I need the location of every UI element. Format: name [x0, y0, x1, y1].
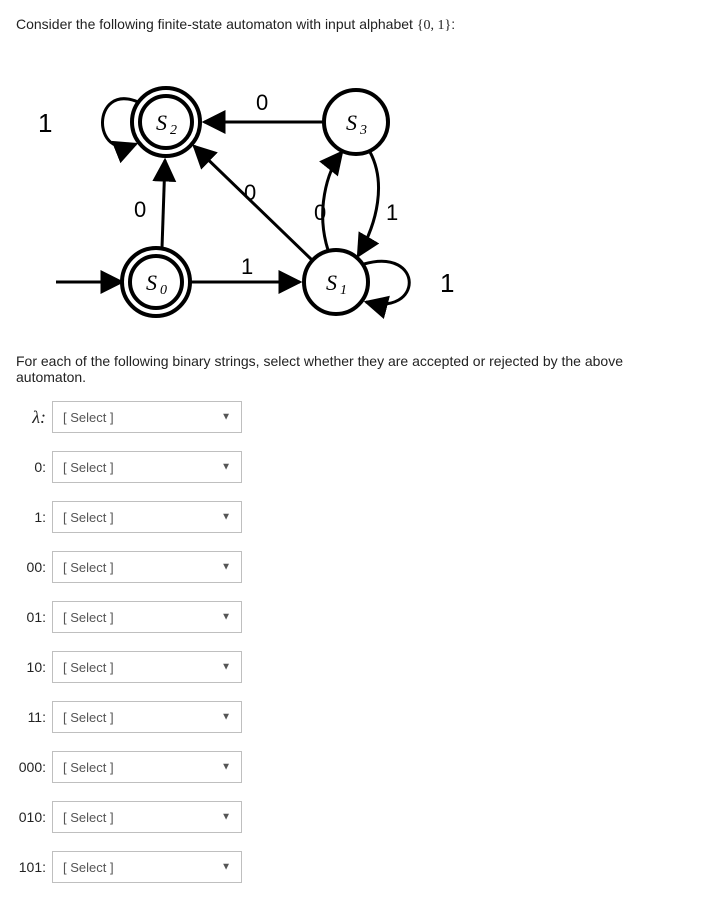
edge-label-s2-s2: 1 — [38, 108, 52, 138]
edge-s1-s1 — [364, 261, 409, 304]
edge-label-s0-s2: 0 — [134, 197, 146, 222]
select-placeholder: [ Select ] — [63, 460, 114, 475]
answer-row: 000: [ Select ] ▼ — [16, 751, 685, 783]
automaton-diagram: S 0 S 1 S 2 S 3 0 1 1 0 0 0 1 1 — [16, 42, 685, 335]
svg-text:2: 2 — [170, 123, 177, 138]
chevron-down-icon: ▼ — [221, 512, 231, 523]
question-intro-text: Consider the following finite-state auto… — [16, 16, 417, 32]
chevron-down-icon: ▼ — [221, 462, 231, 473]
select-placeholder: [ Select ] — [63, 860, 114, 875]
select-placeholder: [ Select ] — [63, 760, 114, 775]
row-label: 01: — [16, 609, 52, 625]
row-label: 0: — [16, 459, 52, 475]
edge-s0-s2 — [162, 160, 165, 248]
select-placeholder: [ Select ] — [63, 510, 114, 525]
answer-row: 11: [ Select ] ▼ — [16, 701, 685, 733]
select-placeholder: [ Select ] — [63, 560, 114, 575]
state-s2: S 2 — [132, 88, 200, 156]
edge-label-s3-s2: 0 — [256, 90, 268, 115]
row-label: 010: — [16, 809, 52, 825]
answer-row: λ: [ Select ] ▼ — [16, 401, 685, 433]
answer-row: 01: [ Select ] ▼ — [16, 601, 685, 633]
answer-row: 0: [ Select ] ▼ — [16, 451, 685, 483]
edge-label-s1-s3: 0 — [314, 200, 326, 225]
select-dropdown[interactable]: [ Select ] ▼ — [52, 651, 242, 683]
chevron-down-icon: ▼ — [221, 612, 231, 623]
chevron-down-icon: ▼ — [221, 712, 231, 723]
edge-label-s3-s1: 1 — [386, 200, 398, 225]
chevron-down-icon: ▼ — [221, 812, 231, 823]
select-dropdown[interactable]: [ Select ] ▼ — [52, 451, 242, 483]
svg-text:1: 1 — [340, 283, 347, 298]
answer-row: 10: [ Select ] ▼ — [16, 651, 685, 683]
select-dropdown[interactable]: [ Select ] ▼ — [52, 751, 242, 783]
row-label: 00: — [16, 559, 52, 575]
chevron-down-icon: ▼ — [221, 412, 231, 423]
select-dropdown[interactable]: [ Select ] ▼ — [52, 601, 242, 633]
select-placeholder: [ Select ] — [63, 810, 114, 825]
row-label: λ: — [16, 407, 52, 428]
edge-label-s1-s1: 1 — [440, 268, 454, 298]
svg-text:S: S — [346, 110, 357, 135]
alphabet: {0, 1} — [417, 18, 451, 33]
select-placeholder: [ Select ] — [63, 610, 114, 625]
svg-text:S: S — [156, 110, 167, 135]
edge-s3-s1 — [358, 152, 379, 256]
answer-rows: λ:[ Select ]▼0:[ Select ]▼1:[ Select ]▼0… — [16, 401, 685, 883]
chevron-down-icon: ▼ — [221, 862, 231, 873]
edge-label-s1-s2: 0 — [244, 180, 256, 205]
question-intro: Consider the following finite-state auto… — [16, 16, 685, 34]
answer-row: 1: [ Select ] ▼ — [16, 501, 685, 533]
select-dropdown[interactable]: [ Select ] ▼ — [52, 551, 242, 583]
select-dropdown[interactable]: [ Select ] ▼ — [52, 401, 242, 433]
answer-row: 010: [ Select ] ▼ — [16, 801, 685, 833]
chevron-down-icon: ▼ — [221, 762, 231, 773]
svg-text:3: 3 — [359, 123, 367, 138]
chevron-down-icon: ▼ — [221, 562, 231, 573]
svg-text:0: 0 — [160, 283, 167, 298]
row-label: 10: — [16, 659, 52, 675]
row-label: 11: — [16, 709, 52, 725]
svg-text:S: S — [146, 270, 157, 295]
select-dropdown[interactable]: [ Select ] ▼ — [52, 701, 242, 733]
answer-row: 00: [ Select ] ▼ — [16, 551, 685, 583]
row-label: 101: — [16, 859, 52, 875]
state-s3: S 3 — [324, 90, 388, 154]
select-placeholder: [ Select ] — [63, 710, 114, 725]
row-label: 000: — [16, 759, 52, 775]
state-s0: S 0 — [122, 248, 190, 316]
select-dropdown[interactable]: [ Select ] ▼ — [52, 501, 242, 533]
row-label: 1: — [16, 509, 52, 525]
colon: : — [451, 16, 455, 32]
state-s1: S 1 — [304, 250, 368, 314]
select-placeholder: [ Select ] — [63, 410, 114, 425]
select-placeholder: [ Select ] — [63, 660, 114, 675]
select-dropdown[interactable]: [ Select ] ▼ — [52, 801, 242, 833]
edge-label-s0-s1: 1 — [241, 254, 253, 279]
svg-text:S: S — [326, 270, 337, 295]
chevron-down-icon: ▼ — [221, 662, 231, 673]
instruction-text: For each of the following binary strings… — [16, 353, 685, 385]
